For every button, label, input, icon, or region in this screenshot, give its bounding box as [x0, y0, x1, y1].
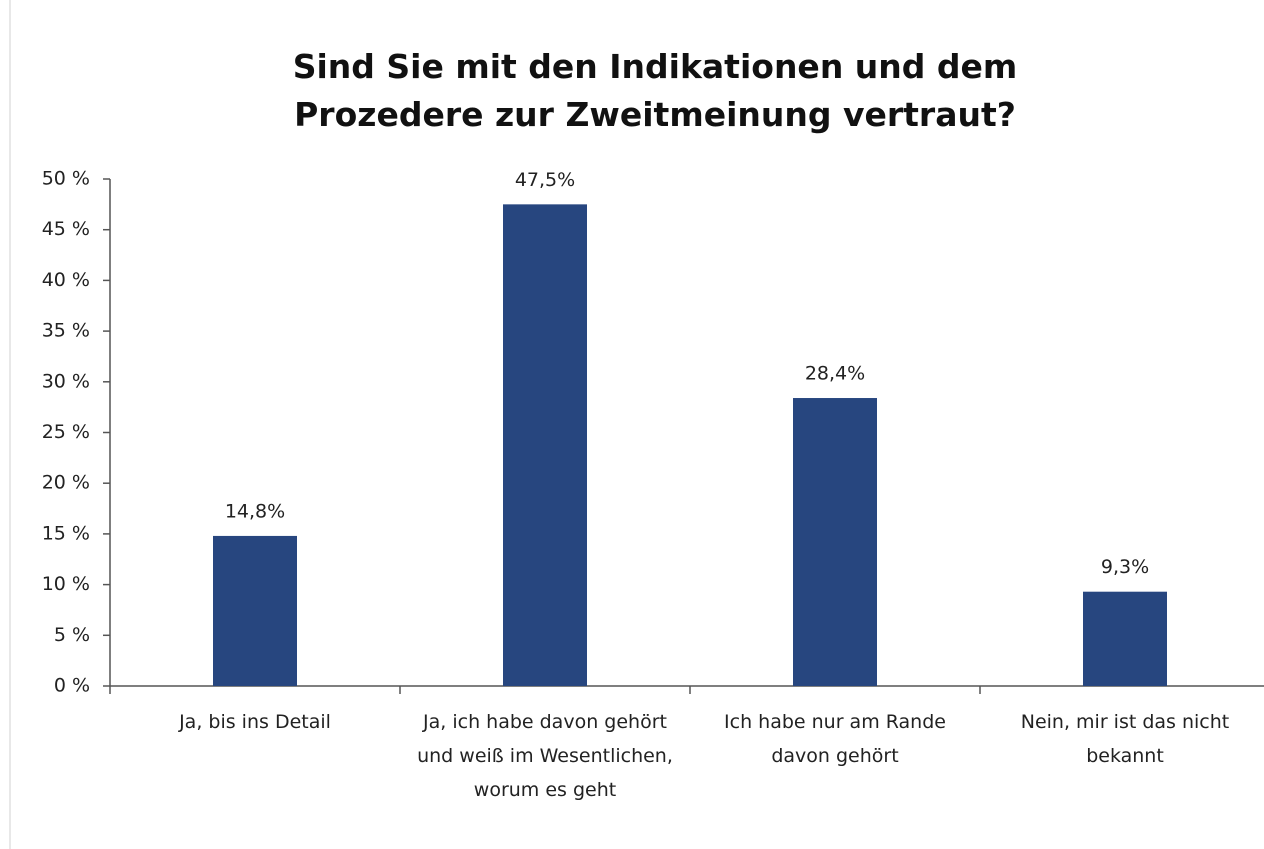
- value-label: 14,8%: [225, 500, 285, 522]
- y-tick-label: 10 %: [42, 573, 90, 595]
- x-tick-label: Nein, mir ist das nicht bekannt: [1021, 711, 1230, 767]
- value-label: 28,4%: [805, 363, 865, 385]
- value-label: 9,3%: [1101, 556, 1149, 578]
- bar: [213, 535, 297, 686]
- y-tick-label: 45 %: [42, 218, 90, 240]
- bar: [503, 204, 587, 686]
- y-tick-label: 20 %: [42, 472, 90, 494]
- y-tick-label: 15 %: [42, 522, 90, 544]
- y-tick-label: 5 %: [54, 624, 90, 646]
- x-tick-label: Ja, bis ins Detail: [178, 711, 331, 733]
- x-tick-label: Ja, ich habe davon gehört und weiß im Wes…: [417, 711, 673, 801]
- y-tick-label: 25 %: [42, 421, 90, 443]
- bar: [1083, 591, 1167, 686]
- chart-title: Sind Sie mit den Indikationen und dem Pro…: [293, 47, 1018, 134]
- value-label: 47,5%: [515, 169, 575, 191]
- y-tick-label: 50 %: [42, 168, 90, 190]
- x-tick-label: Ich habe nur am Rande davon gehört: [724, 711, 946, 767]
- y-tick-label: 0 %: [54, 675, 90, 697]
- bar: [793, 398, 877, 686]
- y-tick-label: 40 %: [42, 269, 90, 291]
- y-tick-label: 30 %: [42, 370, 90, 392]
- y-tick-label: 35 %: [42, 320, 90, 342]
